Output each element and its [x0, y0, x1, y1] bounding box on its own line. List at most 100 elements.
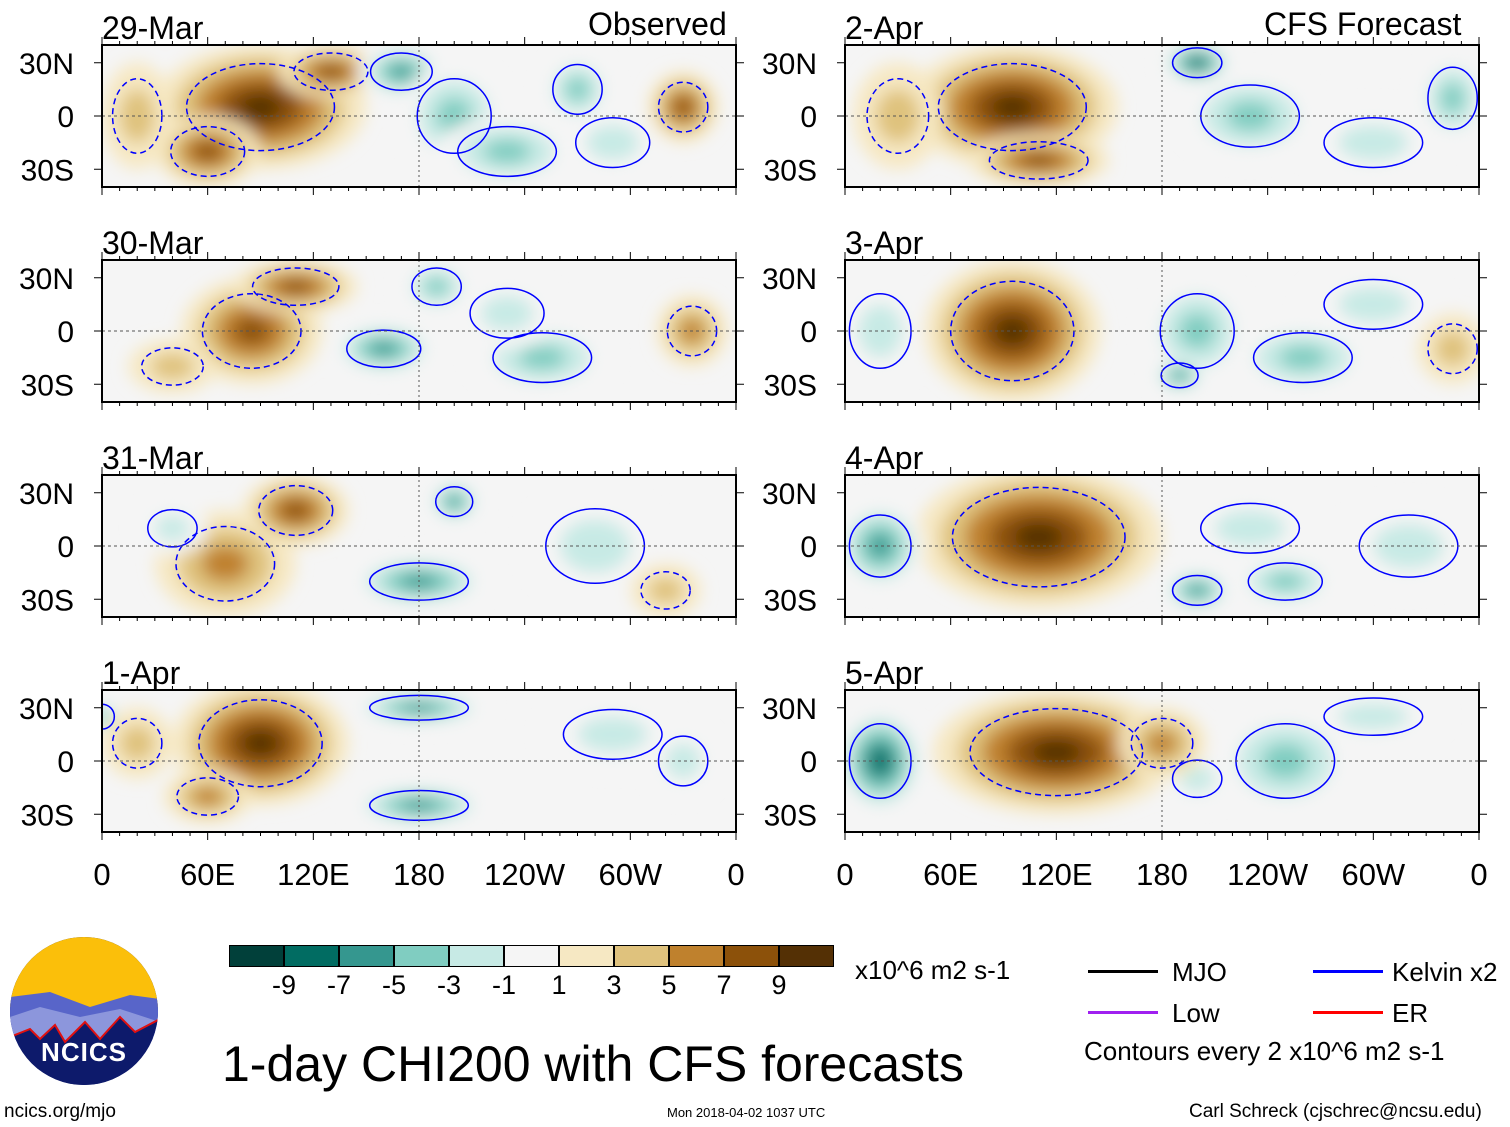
anomaly-blob [1226, 101, 1274, 131]
anomaly-blob [647, 577, 684, 604]
colorbar-label: -3 [436, 970, 461, 1000]
map-panel-30-Mar: 30-Mar 30N 0 30S [19, 225, 744, 410]
anomaly-blob [1338, 703, 1409, 730]
lon-label: 180 [393, 857, 445, 892]
lon-label: 180 [1136, 857, 1188, 892]
ncics-logo: NCICS [10, 937, 158, 1085]
panel-date: 4-Apr [845, 440, 924, 476]
lat-label: 30S [21, 154, 74, 187]
legend-er-line [1313, 1011, 1383, 1014]
lat-label: 30N [762, 478, 817, 511]
panel-date: 2-Apr [845, 10, 924, 46]
anomaly-blob [1031, 739, 1081, 765]
kelvin-contour [562, 708, 663, 760]
colorbar-swatch [724, 945, 779, 967]
anomaly-blob [1173, 370, 1187, 380]
lon-label: 60W [598, 857, 663, 892]
lat-label: 0 [800, 531, 817, 564]
panel-date: 30-Mar [102, 225, 204, 261]
anomaly-blob [875, 89, 920, 143]
anomaly-blob [150, 353, 195, 380]
colorbar-swatch [504, 945, 559, 967]
lon-label: 0 [93, 857, 111, 892]
anomaly-blob [1338, 286, 1409, 323]
kelvin-contour [969, 707, 1144, 797]
panel-date: 31-Mar [102, 440, 204, 476]
lat-label: 30N [762, 48, 817, 81]
panel-date: 1-Apr [102, 655, 181, 691]
anomaly-blob [119, 89, 155, 143]
kelvin-contour [185, 62, 336, 152]
lon-label: 0 [727, 857, 745, 892]
colorbar-swatch [284, 945, 339, 967]
kelvin-contour [988, 140, 1089, 180]
kelvin-contour [293, 52, 369, 92]
lat-label: 30N [19, 263, 74, 296]
map-panels: 29-Mar 30N 0 30S 30-Mar 30N 0 30S 31-Mar 30N 0 30S 1… [19, 10, 1487, 840]
colorbar-label: -1 [491, 970, 516, 1000]
anomaly-blob [871, 750, 890, 772]
anomaly-blob [1021, 153, 1057, 168]
anomaly-blob [665, 743, 701, 779]
anomaly-blob [119, 725, 155, 761]
kelvin-contour [657, 735, 709, 787]
lat-label: 0 [57, 316, 74, 349]
colorbar-swatch [559, 945, 614, 967]
forecast-label: CFS Forecast [1264, 6, 1462, 42]
observed-label: Observed [588, 6, 727, 42]
colorbar-label: -9 [271, 970, 296, 1000]
kelvin-contour [866, 77, 930, 155]
anomaly-blob [390, 64, 413, 79]
anomaly-blob [1179, 313, 1215, 349]
anomaly-blob [201, 546, 249, 582]
panel-date: 29-Mar [102, 10, 204, 46]
lat-label: 30S [21, 369, 74, 402]
kelvin-contour [111, 717, 163, 769]
legend-mjo-line [1088, 970, 1158, 973]
kelvin-contour [1323, 278, 1424, 330]
kelvin-contour [257, 484, 334, 537]
anomaly-blob [586, 124, 640, 161]
lat-label: 30S [21, 584, 74, 617]
map-panel-29-Mar: 29-Mar 30N 0 30S [19, 10, 744, 195]
colorbar-swatch [779, 945, 834, 967]
colorbar-label: 3 [606, 970, 622, 1000]
anomaly-blob [1279, 345, 1327, 370]
timestamp: Mon 2018-04-02 1037 UTC [667, 1105, 826, 1120]
legend-kelvin-line [1313, 970, 1383, 973]
colorbar-label: -7 [326, 970, 351, 1000]
lat-label: 0 [57, 531, 74, 564]
colorbar-label: 9 [771, 970, 787, 1000]
svg-text:NCICS: NCICS [41, 1037, 127, 1067]
website-link[interactable]: ncics.org/mjo [4, 1101, 116, 1122]
anomaly-blob [102, 710, 108, 723]
kelvin-contour [640, 570, 691, 610]
colorbar-swatch [614, 945, 669, 967]
colorbar-units: x10^6 m2 s-1 [855, 955, 1011, 985]
kelvin-contour [469, 287, 545, 339]
kelvin-contour [1427, 323, 1478, 375]
kelvin-contour [937, 62, 1088, 152]
lat-label: 0 [57, 101, 74, 134]
lat-label: 30N [19, 693, 74, 726]
colorbar-swatch [669, 945, 724, 967]
kelvin-contour [198, 699, 323, 788]
kelvin-contour [1171, 574, 1223, 607]
anomaly-blob [1373, 523, 1444, 569]
legend-low: Low [1172, 998, 1220, 1028]
anomaly-blob [239, 94, 282, 120]
kelvin-contour [1199, 502, 1301, 554]
colorbar-swatch [229, 945, 284, 967]
anomaly-blob [370, 342, 397, 356]
lon-label: 0 [836, 857, 854, 892]
colorbar-label: 5 [661, 970, 677, 1000]
kelvin-contour [369, 52, 433, 92]
map-panel-2-Apr: 2-Apr 30N 0 30S [762, 10, 1487, 195]
anomaly-blob [1190, 58, 1205, 68]
anomaly-blob [518, 345, 566, 370]
kelvin-contour [1171, 47, 1223, 79]
lat-label: 30S [764, 369, 817, 402]
lat-label: 0 [800, 101, 817, 134]
anomaly-blob [1214, 510, 1286, 546]
kelvin-contour [111, 77, 163, 155]
